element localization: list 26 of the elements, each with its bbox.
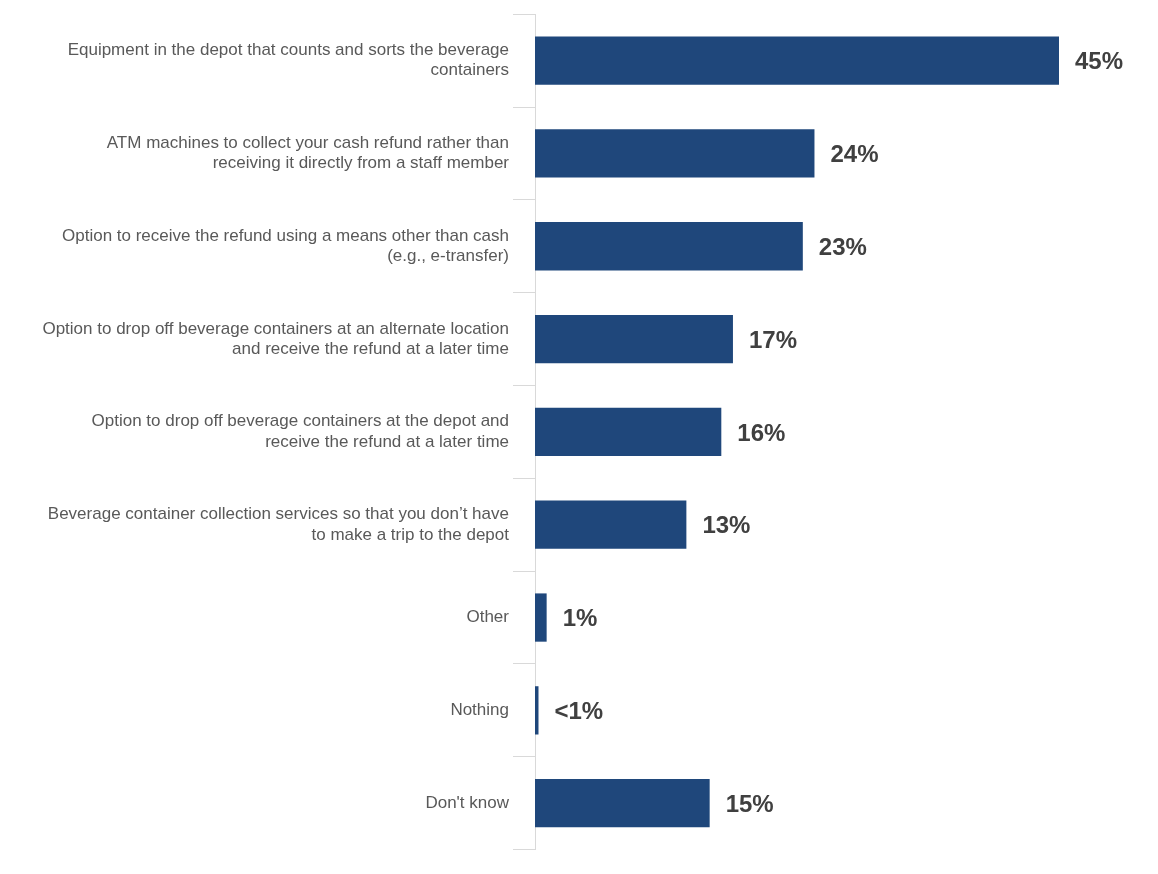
data-label: 17% [748,325,797,353]
data-label: 45% [1075,47,1124,75]
data-label: <1% [554,696,604,724]
data-label: 13% [702,511,751,539]
bar [535,593,547,642]
bar [535,407,722,457]
data-label: 23% [818,232,867,260]
y-tick-label: Other [466,607,510,627]
y-tick-label: Equipment in the depot that counts and sorts the beverage containers [67,40,509,80]
y-tick-label: Option to drop off beverage containers at the depot and receive the refund at a later time [91,411,509,451]
bar [535,129,815,178]
y-tick-label: Nothing [450,700,509,720]
bar [535,222,803,271]
data-label: 15% [725,789,774,817]
y-tick-label: ATM machines to collect your cash refund rather than receiving it directly from a staff member [106,132,510,173]
y-tick-label: Beverage container collection services so that you don’t have to make a trip to the depot [47,504,510,544]
bar [535,779,710,828]
y-tick-label: Option to drop off beverage containers at an alternate location and receive the refund at a later time [42,318,509,358]
y-tick-label: Option to receive the refund using a means other than cash (e.g., e-transfer) [62,225,509,266]
bar [535,36,1059,85]
data-label: 16% [737,418,786,446]
data-label: 24% [830,140,879,168]
bar [535,500,687,549]
bar [535,314,733,364]
data-label: 1% [562,604,598,632]
y-tick-label: Don't know [425,792,510,812]
